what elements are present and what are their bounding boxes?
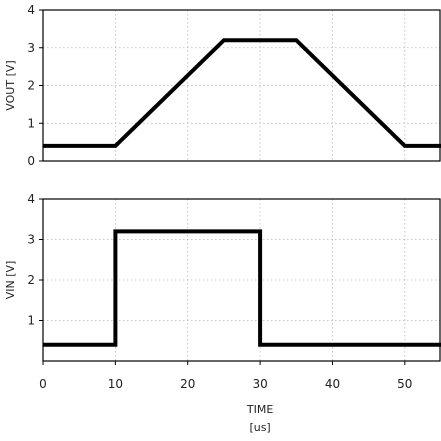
vin-ytick-label-3: 3 (27, 233, 35, 247)
xtick-label-0: 0 (39, 377, 47, 391)
vin-trace-group (43, 229, 441, 347)
x-axis-title: TIME (246, 403, 273, 416)
vout-ytick-label-4: 4 (27, 3, 35, 17)
xtick-label-30: 30 (252, 377, 267, 391)
vin-grid (42, 198, 441, 361)
vin-ytick-label-4: 4 (27, 192, 35, 206)
vin-trace (43, 229, 441, 347)
vout-ytick-label-0: 0 (27, 154, 35, 168)
xtick-label-20: 20 (180, 377, 195, 391)
labels-group: 0 1 2 3 4 VOUT [V] 1 2 3 4 VIN [V] 0 10 20 30 40 50 TIME [… (4, 3, 412, 434)
vout-grid (42, 9, 441, 162)
axes-group (39, 9, 441, 365)
vout-ytick-label-1: 1 (27, 116, 35, 130)
vout-trace (43, 38, 441, 148)
vout-ytick-label-3: 3 (27, 41, 35, 55)
vout-ytick-label-2: 2 (27, 79, 35, 93)
vout-axis-title: VOUT [V] (4, 60, 17, 110)
xtick-label-40: 40 (325, 377, 340, 391)
x-axis-unit: [us] (249, 421, 270, 434)
xtick-label-10: 10 (108, 377, 123, 391)
vout-trace-group (43, 38, 441, 148)
xtick-label-50: 50 (397, 377, 412, 391)
vin-ytick-label-2: 2 (27, 273, 35, 287)
vin-ytick-label-1: 1 (27, 314, 35, 328)
vin-axis-title: VIN [V] (4, 261, 17, 300)
